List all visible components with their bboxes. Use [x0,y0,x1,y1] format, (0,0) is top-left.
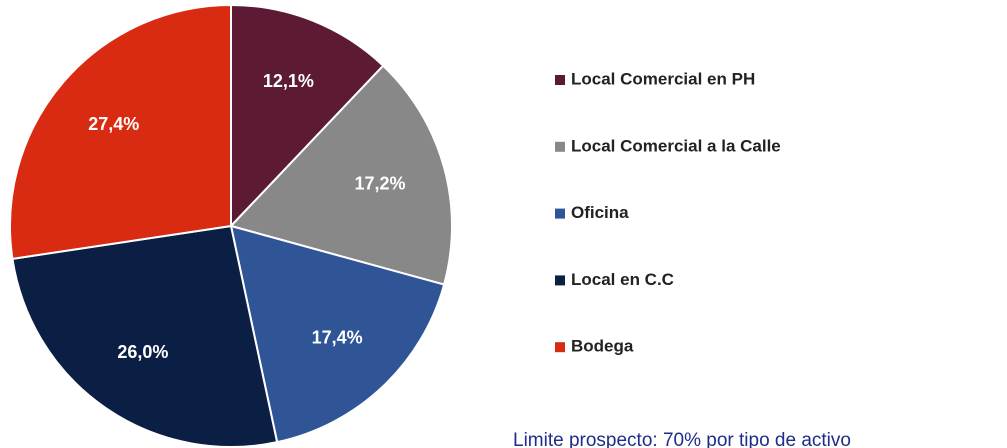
legend-swatch [555,342,565,353]
data-label: 12,1% [263,71,314,91]
annotation: Limite prospecto: 70% por tipo de activo [513,430,851,448]
legend-label: Local Comercial en PH [571,69,755,88]
legend-swatch [555,141,565,152]
pie-slice [11,224,279,448]
pie-slice [9,3,232,260]
legend-label: Local en C.C [571,270,674,289]
legend-label: Oficina [571,203,629,222]
legend-label: Bodega [571,337,634,356]
data-label: 26,0% [117,342,168,362]
legend-swatch [555,275,565,286]
legend-label: Local Comercial a la Calle [571,136,781,155]
pie-slice [229,64,453,286]
pie-slice [229,224,446,444]
data-label: 27,4% [88,114,139,134]
legend-swatch [555,208,565,219]
legend-swatch [555,75,565,85]
pie-slice [230,3,385,229]
data-label: 17,4% [312,327,363,347]
data-label: 17,2% [355,173,406,193]
